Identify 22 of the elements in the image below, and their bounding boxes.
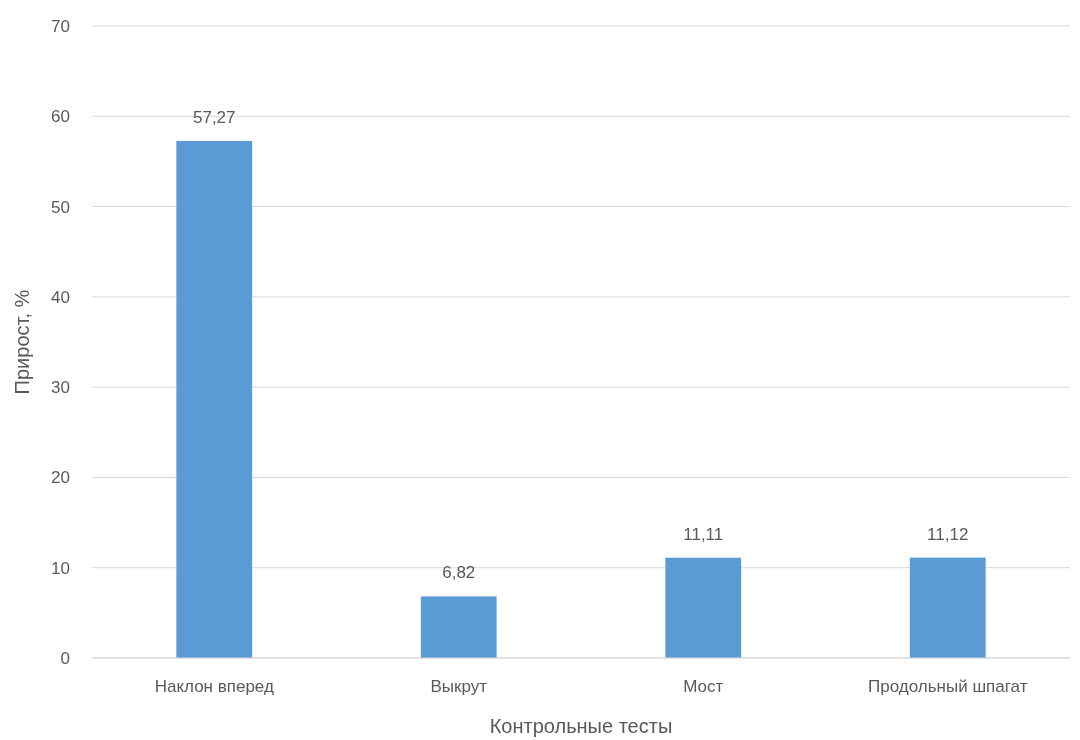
x-tick-label: Выкрут — [430, 677, 488, 697]
x-tick-label: Мост — [683, 677, 724, 697]
data-label: 6,82 — [442, 563, 476, 583]
bar — [176, 140, 253, 658]
bar — [665, 557, 742, 658]
x-axis-title: Контрольные тесты — [489, 715, 673, 737]
y-tick-label: 70 — [51, 16, 70, 36]
data-label: 11,11 — [683, 524, 724, 544]
y-axis-title: Прирост, % — [11, 289, 33, 395]
y-tick-label: 0 — [60, 648, 70, 668]
bar — [420, 596, 497, 658]
x-tick-label: Наклон вперед — [154, 677, 274, 697]
y-tick-label: 10 — [51, 558, 70, 578]
data-label: 11,12 — [927, 524, 969, 544]
y-tick-label: 40 — [51, 287, 70, 307]
y-tick-label: 50 — [51, 197, 70, 217]
x-tick-label: Продольный шпагат — [868, 677, 1028, 697]
data-label: 57,27 — [192, 107, 236, 127]
bar — [909, 557, 986, 658]
y-tick-label: 20 — [51, 468, 70, 488]
y-tick-label: 60 — [51, 107, 70, 127]
y-tick-label: 30 — [51, 378, 70, 398]
